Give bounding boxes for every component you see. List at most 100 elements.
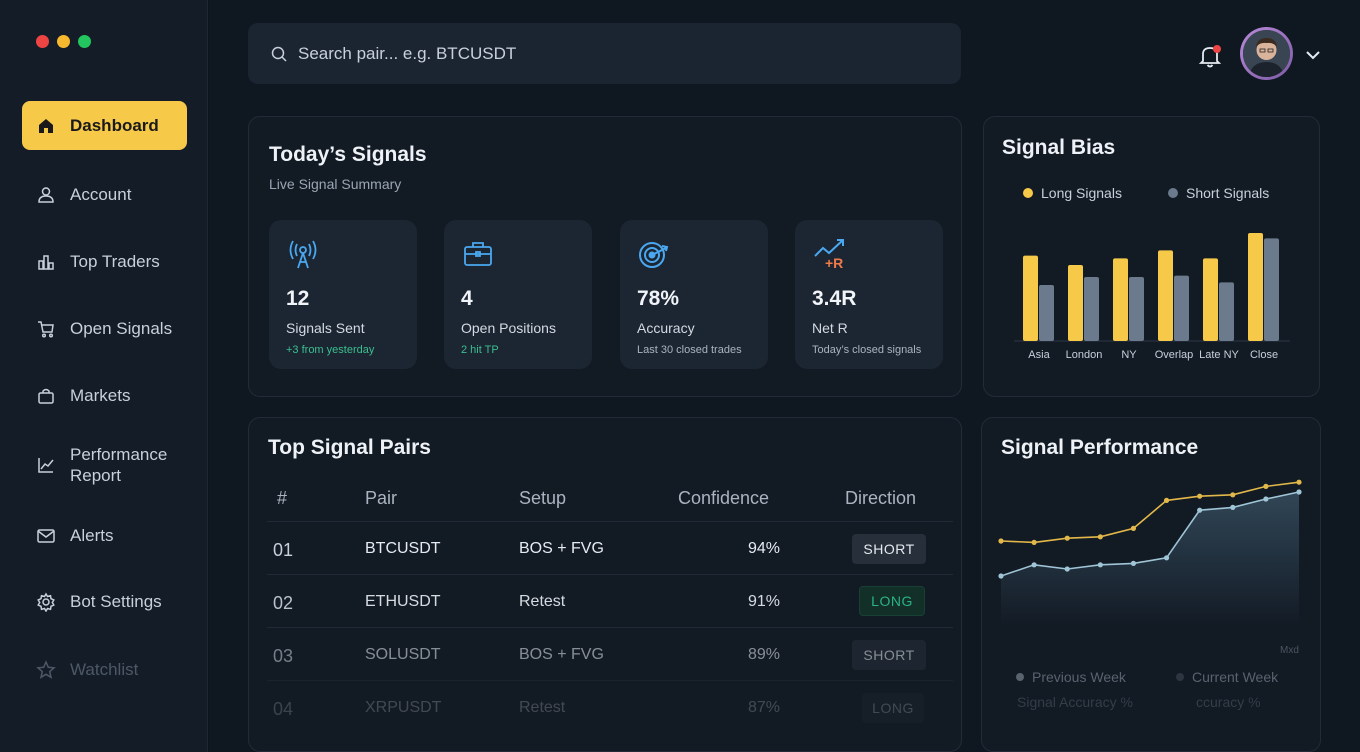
row-pair: BTCUSDT <box>365 540 441 557</box>
bar-long <box>1203 258 1218 341</box>
row-confidence: 89% <box>747 646 780 663</box>
data-point <box>998 573 1004 579</box>
x-tick-label: Late NY <box>1199 349 1239 361</box>
sidebar-item-label: Watchlist <box>70 659 139 679</box>
sidebar-item-watchlist[interactable]: Watchlist <box>22 645 187 694</box>
row-pair: ETHUSDT <box>365 593 441 610</box>
sidebar-item-label: Alerts <box>70 525 114 545</box>
data-point <box>1263 483 1269 489</box>
avatar-image <box>1243 30 1290 77</box>
table-row[interactable]: 02 ETHUSDT Retest 91% LONG <box>267 575 953 628</box>
legend-sub-1: Signal Accuracy % <box>1017 694 1133 710</box>
stat-note: +3 from yesterday <box>286 344 375 356</box>
data-point <box>1296 479 1302 485</box>
sidebar-item-label: Top Traders <box>70 251 160 271</box>
column-header-direction: Direction <box>845 488 917 508</box>
sidebar: Dashboard Account Top Traders Open Signa… <box>0 0 208 752</box>
row-setup: BOS + FVG <box>519 540 604 557</box>
sidebar-item-label: Account <box>70 184 132 204</box>
row-confidence: 94% <box>747 540 780 557</box>
row-divider <box>267 627 953 628</box>
bar-long <box>1068 265 1083 341</box>
table-row[interactable]: 01 BTCUSDT BOS + FVG 94% SHORT <box>267 522 953 575</box>
todays-signals-title: Today’s Signals <box>269 143 427 166</box>
data-point <box>998 538 1004 544</box>
maximize-window-button[interactable] <box>78 35 91 48</box>
sidebar-item-label: Markets <box>70 385 131 405</box>
sidebar-item-open-signals[interactable]: Open Signals <box>22 304 187 353</box>
header-divider <box>267 521 953 522</box>
legend-label: Current Week <box>1192 669 1279 685</box>
direction-badge: LONG <box>859 586 925 616</box>
sidebar-item-markets[interactable]: Markets <box>22 371 187 420</box>
row-setup: BOS + FVG <box>519 646 604 663</box>
row-num: 01 <box>273 540 294 560</box>
stat-card-open-positions[interactable]: 4 Open Positions 2 hit TP <box>444 220 592 369</box>
row-setup: Retest <box>519 593 566 610</box>
sidebar-item-alerts[interactable]: Alerts <box>22 511 187 560</box>
bag-icon <box>36 386 56 406</box>
data-point <box>1163 497 1170 503</box>
legend-label: Short Signals <box>1186 185 1270 201</box>
stat-note: Last 30 closed trades <box>637 344 742 356</box>
row-num: 04 <box>273 699 294 719</box>
stat-card-signals-sent[interactable]: 12 Signals Sent +3 from yesterday <box>269 220 417 369</box>
row-num: 02 <box>273 593 294 613</box>
star-icon <box>36 659 56 680</box>
data-point <box>1130 525 1137 531</box>
sidebar-item-dashboard[interactable]: Dashboard <box>22 101 187 150</box>
data-point <box>1296 489 1302 495</box>
legend-short: Short Signals <box>1168 185 1269 201</box>
bar-long <box>1158 250 1173 341</box>
data-point <box>1064 535 1070 541</box>
row-pair: SOLUSDT <box>365 646 441 663</box>
series-line-previous-week <box>1000 481 1300 544</box>
area-fill <box>1001 492 1299 628</box>
bar-short <box>1219 282 1234 341</box>
gear-icon <box>36 592 56 612</box>
stat-label: Open Positions <box>461 320 556 336</box>
data-point <box>1263 496 1269 502</box>
series-line-current-week <box>1000 491 1300 577</box>
avatar[interactable] <box>1240 27 1293 80</box>
bar-long <box>1023 255 1038 341</box>
window-controls <box>36 35 91 48</box>
sidebar-item-performance-report[interactable]: Performance Report <box>22 437 187 493</box>
sidebar-item-label: Performance Report <box>70 445 168 485</box>
bell-icon[interactable] <box>1196 42 1224 70</box>
table-row[interactable]: 04 XRPUSDT Retest 87% LONG <box>267 681 953 734</box>
signal-performance-title: Signal Performance <box>1001 436 1199 459</box>
bar-short <box>1264 238 1279 341</box>
stat-card-net-r[interactable]: +R 3.4R Net R Today’s closed signals <box>795 220 943 369</box>
chevron-down-icon[interactable] <box>1304 48 1322 62</box>
row-setup: Retest <box>519 699 566 716</box>
close-window-button[interactable] <box>36 35 49 48</box>
data-point <box>1031 562 1037 568</box>
table-row[interactable]: 03 SOLUSDT BOS + FVG 89% SHORT <box>267 628 953 681</box>
x-tick-label: Close <box>1250 349 1278 361</box>
sidebar-item-account[interactable]: Account <box>22 170 187 219</box>
search-input[interactable]: Search pair... e.g. BTCUSDT <box>248 23 961 84</box>
data-point <box>1163 555 1170 561</box>
row-confidence: 87% <box>747 699 780 716</box>
stat-value: 4 <box>461 287 473 310</box>
stat-label: Accuracy <box>637 320 695 336</box>
x-tick-label: London <box>1066 349 1103 361</box>
antenna-icon <box>289 240 317 269</box>
x-tick-label: NY <box>1121 349 1137 361</box>
sidebar-item-bot-settings[interactable]: Bot Settings <box>22 577 187 626</box>
column-header-num: # <box>277 488 288 508</box>
trend-up-icon <box>814 239 844 257</box>
row-divider <box>267 680 953 681</box>
stat-card-accuracy[interactable]: 78% Accuracy Last 30 closed trades <box>620 220 768 369</box>
bar-short <box>1039 285 1054 341</box>
legend-label: Long Signals <box>1041 185 1122 201</box>
todays-signals-subtitle: Live Signal Summary <box>269 176 402 192</box>
bar-short <box>1084 277 1099 341</box>
sidebar-item-top-traders[interactable]: Top Traders <box>22 237 187 286</box>
net-r-glyph: +R <box>825 255 844 271</box>
minimize-window-button[interactable] <box>57 35 70 48</box>
bar-long <box>1248 233 1263 341</box>
search-placeholder: Search pair... e.g. BTCUSDT <box>298 43 517 63</box>
data-point <box>1230 504 1236 510</box>
